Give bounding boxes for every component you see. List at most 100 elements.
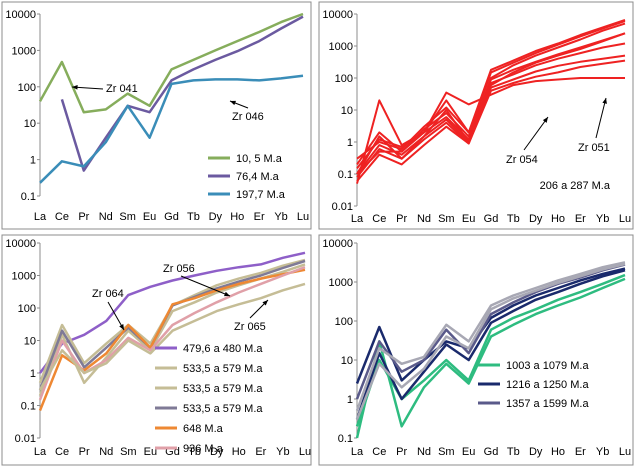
- x-tick-label: Yb: [274, 211, 287, 223]
- x-tick-label: Pr: [79, 446, 90, 458]
- x-tick-label: Sm: [438, 446, 455, 458]
- y-tick-label: 10: [341, 105, 353, 117]
- y-tick-label: 10000: [322, 238, 353, 250]
- legend-label: 533,5 a 579 M.a: [183, 383, 263, 395]
- x-tick-label: Dy: [209, 211, 223, 223]
- y-tick-label: 10: [24, 118, 36, 130]
- annotation-label: Zr 041: [106, 83, 138, 95]
- y-tick-label: 0.01: [15, 433, 36, 445]
- x-tick-label: Ho: [551, 213, 565, 225]
- y-tick-label: 1: [347, 137, 353, 149]
- y-tick-label: 10: [341, 355, 353, 367]
- legend-label: 936 M.a: [183, 443, 224, 455]
- legend-label: 533,5 a 579 M.a: [183, 403, 263, 415]
- x-tick-label: Er: [575, 213, 586, 225]
- series-line-sample-8: [356, 77, 625, 175]
- x-tick-label: Eu: [462, 446, 475, 458]
- legend-label: 648 M.a: [183, 423, 224, 435]
- x-tick-label: Lu: [299, 446, 311, 458]
- annotation-label: Zr 054: [506, 154, 538, 166]
- x-tick-label: La: [351, 213, 364, 225]
- x-tick-label: Lu: [297, 211, 309, 223]
- panel-caption: 206 a 287 M.a: [540, 180, 611, 192]
- series-line-sample-3: [356, 19, 626, 160]
- x-tick-label: Lu: [619, 446, 631, 458]
- annotation-arrowhead: [602, 98, 607, 104]
- series-line-sample-7: [356, 59, 626, 182]
- x-tick-label: Ho: [232, 446, 246, 458]
- x-tick-label: Eu: [144, 446, 157, 458]
- annotation-label: Zr 065: [234, 321, 266, 333]
- legend-label: 533,5 a 579 M.a: [183, 363, 263, 375]
- x-tick-label: Yb: [596, 213, 609, 225]
- series-line-1216-a-1250-m-a: [355, 267, 626, 384]
- x-tick-label: Er: [575, 446, 586, 458]
- series-line-sample-6: [38, 282, 306, 391]
- y-tick-label: 1: [30, 155, 36, 167]
- x-tick-label: Lu: [619, 213, 631, 225]
- x-tick-label: Tb: [187, 211, 200, 223]
- annotation-label: Zr 064: [92, 288, 124, 300]
- x-tick-label: Pr: [78, 211, 89, 223]
- annotation-label: Zr 056: [163, 263, 195, 275]
- series-line-479-6-a-480-m-a: [39, 251, 306, 374]
- legend-label: 1216 a 1250 M.a: [506, 379, 589, 391]
- y-tick-label: 1000: [12, 45, 36, 57]
- x-tick-label: Dy: [210, 446, 224, 458]
- chart-panel-top-right: 0.01 0.1 1 10 100 1000 10000 La Ce Pr Nd Sm Eu Gd Tb Dy…: [318, 1, 634, 230]
- x-tick-label: Nd: [99, 211, 113, 223]
- x-tick-label: Nd: [417, 213, 431, 225]
- x-tick-label: La: [34, 446, 47, 458]
- series-line-sample-4: [356, 32, 626, 170]
- x-tick-label: Pr: [396, 213, 407, 225]
- annotation-arrowhead: [72, 85, 78, 90]
- annotation-arrowhead: [542, 117, 548, 123]
- series-line-197-7-m-a: [39, 74, 304, 184]
- y-tick-label: 0.1: [21, 191, 36, 203]
- x-tick-label: La: [34, 211, 47, 223]
- annotation-arrowhead: [119, 324, 124, 330]
- x-tick-label: Gd: [484, 446, 499, 458]
- x-tick-label: Yb: [596, 446, 609, 458]
- annotation-arrow: [595, 97, 607, 139]
- chart-panel-bottom-right: 0.1 1 10 100 1000 10000 La Ce Pr Nd Sm Eu Gd Tb Dy Ho Er…: [318, 234, 634, 466]
- x-tick-label: Dy: [529, 446, 543, 458]
- y-tick-label: 0.1: [338, 169, 353, 181]
- annotation-arrow: [180, 275, 231, 297]
- series-line-10-5-m-a: [38, 12, 304, 114]
- y-tick-label: 0.1: [338, 433, 353, 445]
- x-tick-label: Ce: [372, 446, 386, 458]
- x-tick-label: Tb: [188, 446, 201, 458]
- x-tick-label: Nd: [417, 446, 431, 458]
- y-tick-label: 10000: [5, 9, 36, 21]
- y-tick-label: 1: [347, 394, 353, 406]
- annotation-arrowhead: [230, 100, 236, 106]
- legend-label: 1357 a 1599 M.a: [506, 398, 589, 410]
- annotation-label: Zr 046: [232, 111, 264, 123]
- legend-label: 479,6 a 480 M.a: [183, 343, 263, 355]
- y-tick-label: 0.01: [332, 201, 353, 213]
- annotation-arrowhead: [224, 291, 230, 297]
- series-line-sample-3: [355, 269, 626, 420]
- x-tick-label: Eu: [143, 211, 156, 223]
- x-tick-label: Ho: [230, 211, 244, 223]
- series-line-sample-6: [356, 54, 626, 178]
- x-tick-label: Gd: [164, 211, 179, 223]
- x-tick-label: Nd: [99, 446, 113, 458]
- x-tick-label: Ce: [372, 213, 386, 225]
- x-tick-label: Er: [255, 446, 266, 458]
- x-tick-label: Yb: [276, 446, 289, 458]
- legend-label: 10, 5 M.a: [236, 153, 283, 165]
- x-tick-label: Sm: [438, 213, 455, 225]
- chart-panel-top-left: 0.1 1 10 100 1000 10000 La Ce Pr Nd Sm Eu Gd Tb Dy Ho Er…: [1, 1, 312, 230]
- series-line-sample-6: [355, 262, 626, 420]
- annotation-arrow: [523, 116, 549, 151]
- legend-label: 1003 a 1079 M.a: [506, 360, 589, 372]
- annotation-arrowhead: [262, 300, 268, 306]
- x-tick-label: Dy: [529, 213, 543, 225]
- y-tick-label: 10: [24, 336, 36, 348]
- annotation-label: Zr 051: [578, 142, 610, 154]
- x-tick-label: La: [351, 446, 364, 458]
- x-tick-label: Pr: [396, 446, 407, 458]
